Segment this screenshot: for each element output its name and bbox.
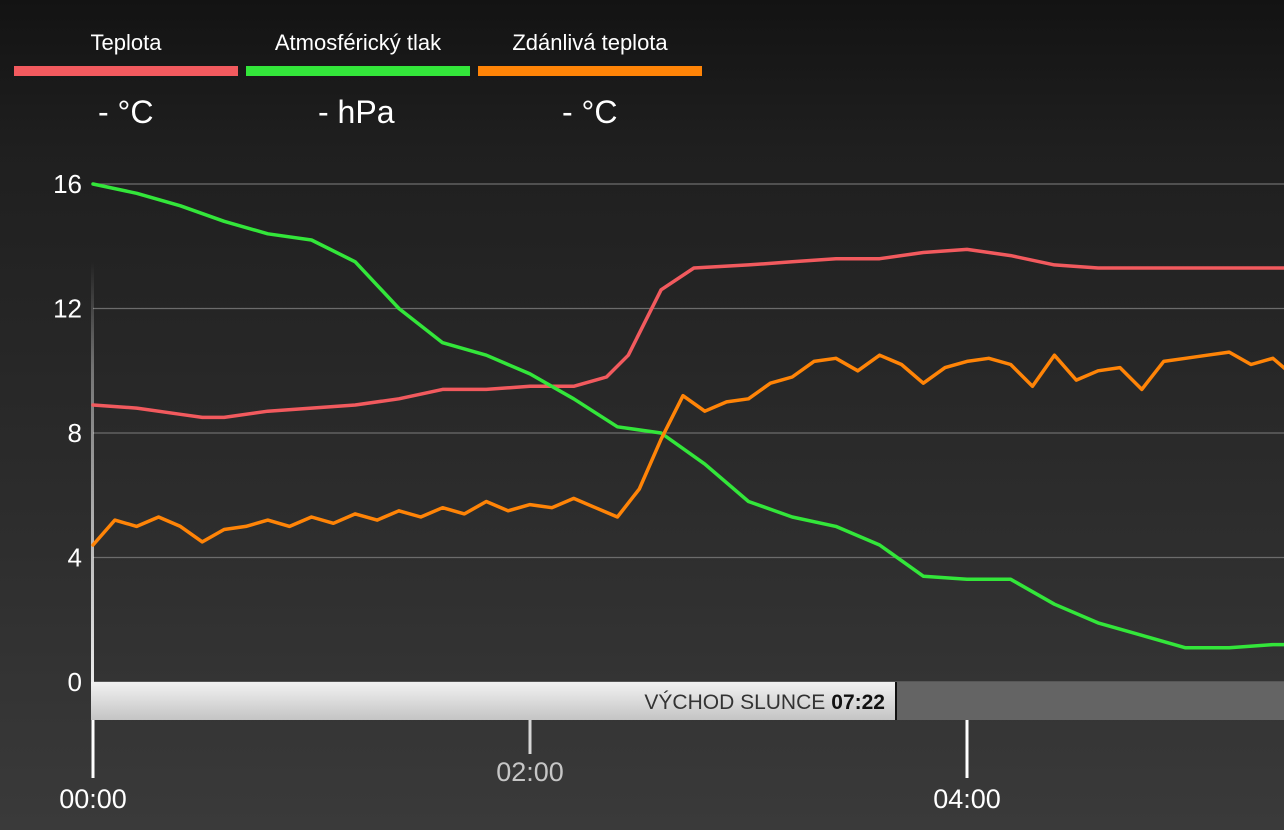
y-tick-label: 16 bbox=[53, 169, 82, 199]
sunrise-marker bbox=[895, 682, 897, 720]
x-tick-mark bbox=[91, 720, 95, 778]
y-axis-labels: 0 4 8 12 16 bbox=[53, 169, 82, 697]
sunrise-band-day bbox=[91, 682, 897, 720]
sunrise-label: VÝCHOD SLUNCE 07:22 bbox=[644, 691, 885, 714]
sunrise-text: VÝCHOD SLUNCE bbox=[644, 691, 825, 714]
sunrise-band-rest bbox=[897, 682, 1284, 720]
legend-label: Zdánlivá teplota bbox=[512, 30, 668, 55]
legend-value-zdanliva-teplota: - °C bbox=[562, 94, 618, 130]
x-tick-label: 04:00 bbox=[933, 784, 1001, 814]
y-tick-label: 0 bbox=[68, 667, 82, 697]
legend-label: Teplota bbox=[90, 30, 162, 55]
series-line-1 bbox=[91, 182, 1284, 650]
x-tick-mark bbox=[965, 720, 969, 778]
legend-item-tlak[interactable]: Atmosférický tlak bbox=[246, 30, 470, 76]
series-line-2 bbox=[91, 350, 1284, 547]
series-group bbox=[91, 182, 1284, 650]
x-tick-label: 02:00 bbox=[496, 757, 564, 787]
legend-item-zdanliva-teplota[interactable]: Zdánlivá teplota bbox=[478, 30, 702, 76]
series-line-0 bbox=[91, 247, 1284, 420]
legend-value-tlak: - hPa bbox=[318, 94, 395, 130]
y-tick-label: 4 bbox=[68, 543, 82, 573]
x-tick-mark bbox=[528, 720, 532, 754]
sunrise-band: VÝCHOD SLUNCE 07:22 bbox=[91, 682, 1284, 720]
legend-value-teplota: - °C bbox=[98, 94, 154, 130]
sunrise-time: 07:22 bbox=[831, 691, 885, 714]
y-tick-label: 8 bbox=[68, 418, 82, 448]
legend-color-bar bbox=[246, 66, 470, 76]
legend-color-bar bbox=[14, 66, 238, 76]
x-tick-label: 00:00 bbox=[59, 784, 127, 814]
y-axis-line bbox=[91, 262, 94, 682]
chart-legend: Teplota - °C Atmosférický tlak - hPa Zdá… bbox=[0, 0, 1284, 140]
legend-item-teplota[interactable]: Teplota bbox=[14, 30, 238, 76]
grid-lines bbox=[93, 183, 1284, 683]
legend-color-bar bbox=[478, 66, 702, 76]
legend-label: Atmosférický tlak bbox=[274, 30, 442, 55]
y-tick-label: 12 bbox=[53, 294, 82, 324]
